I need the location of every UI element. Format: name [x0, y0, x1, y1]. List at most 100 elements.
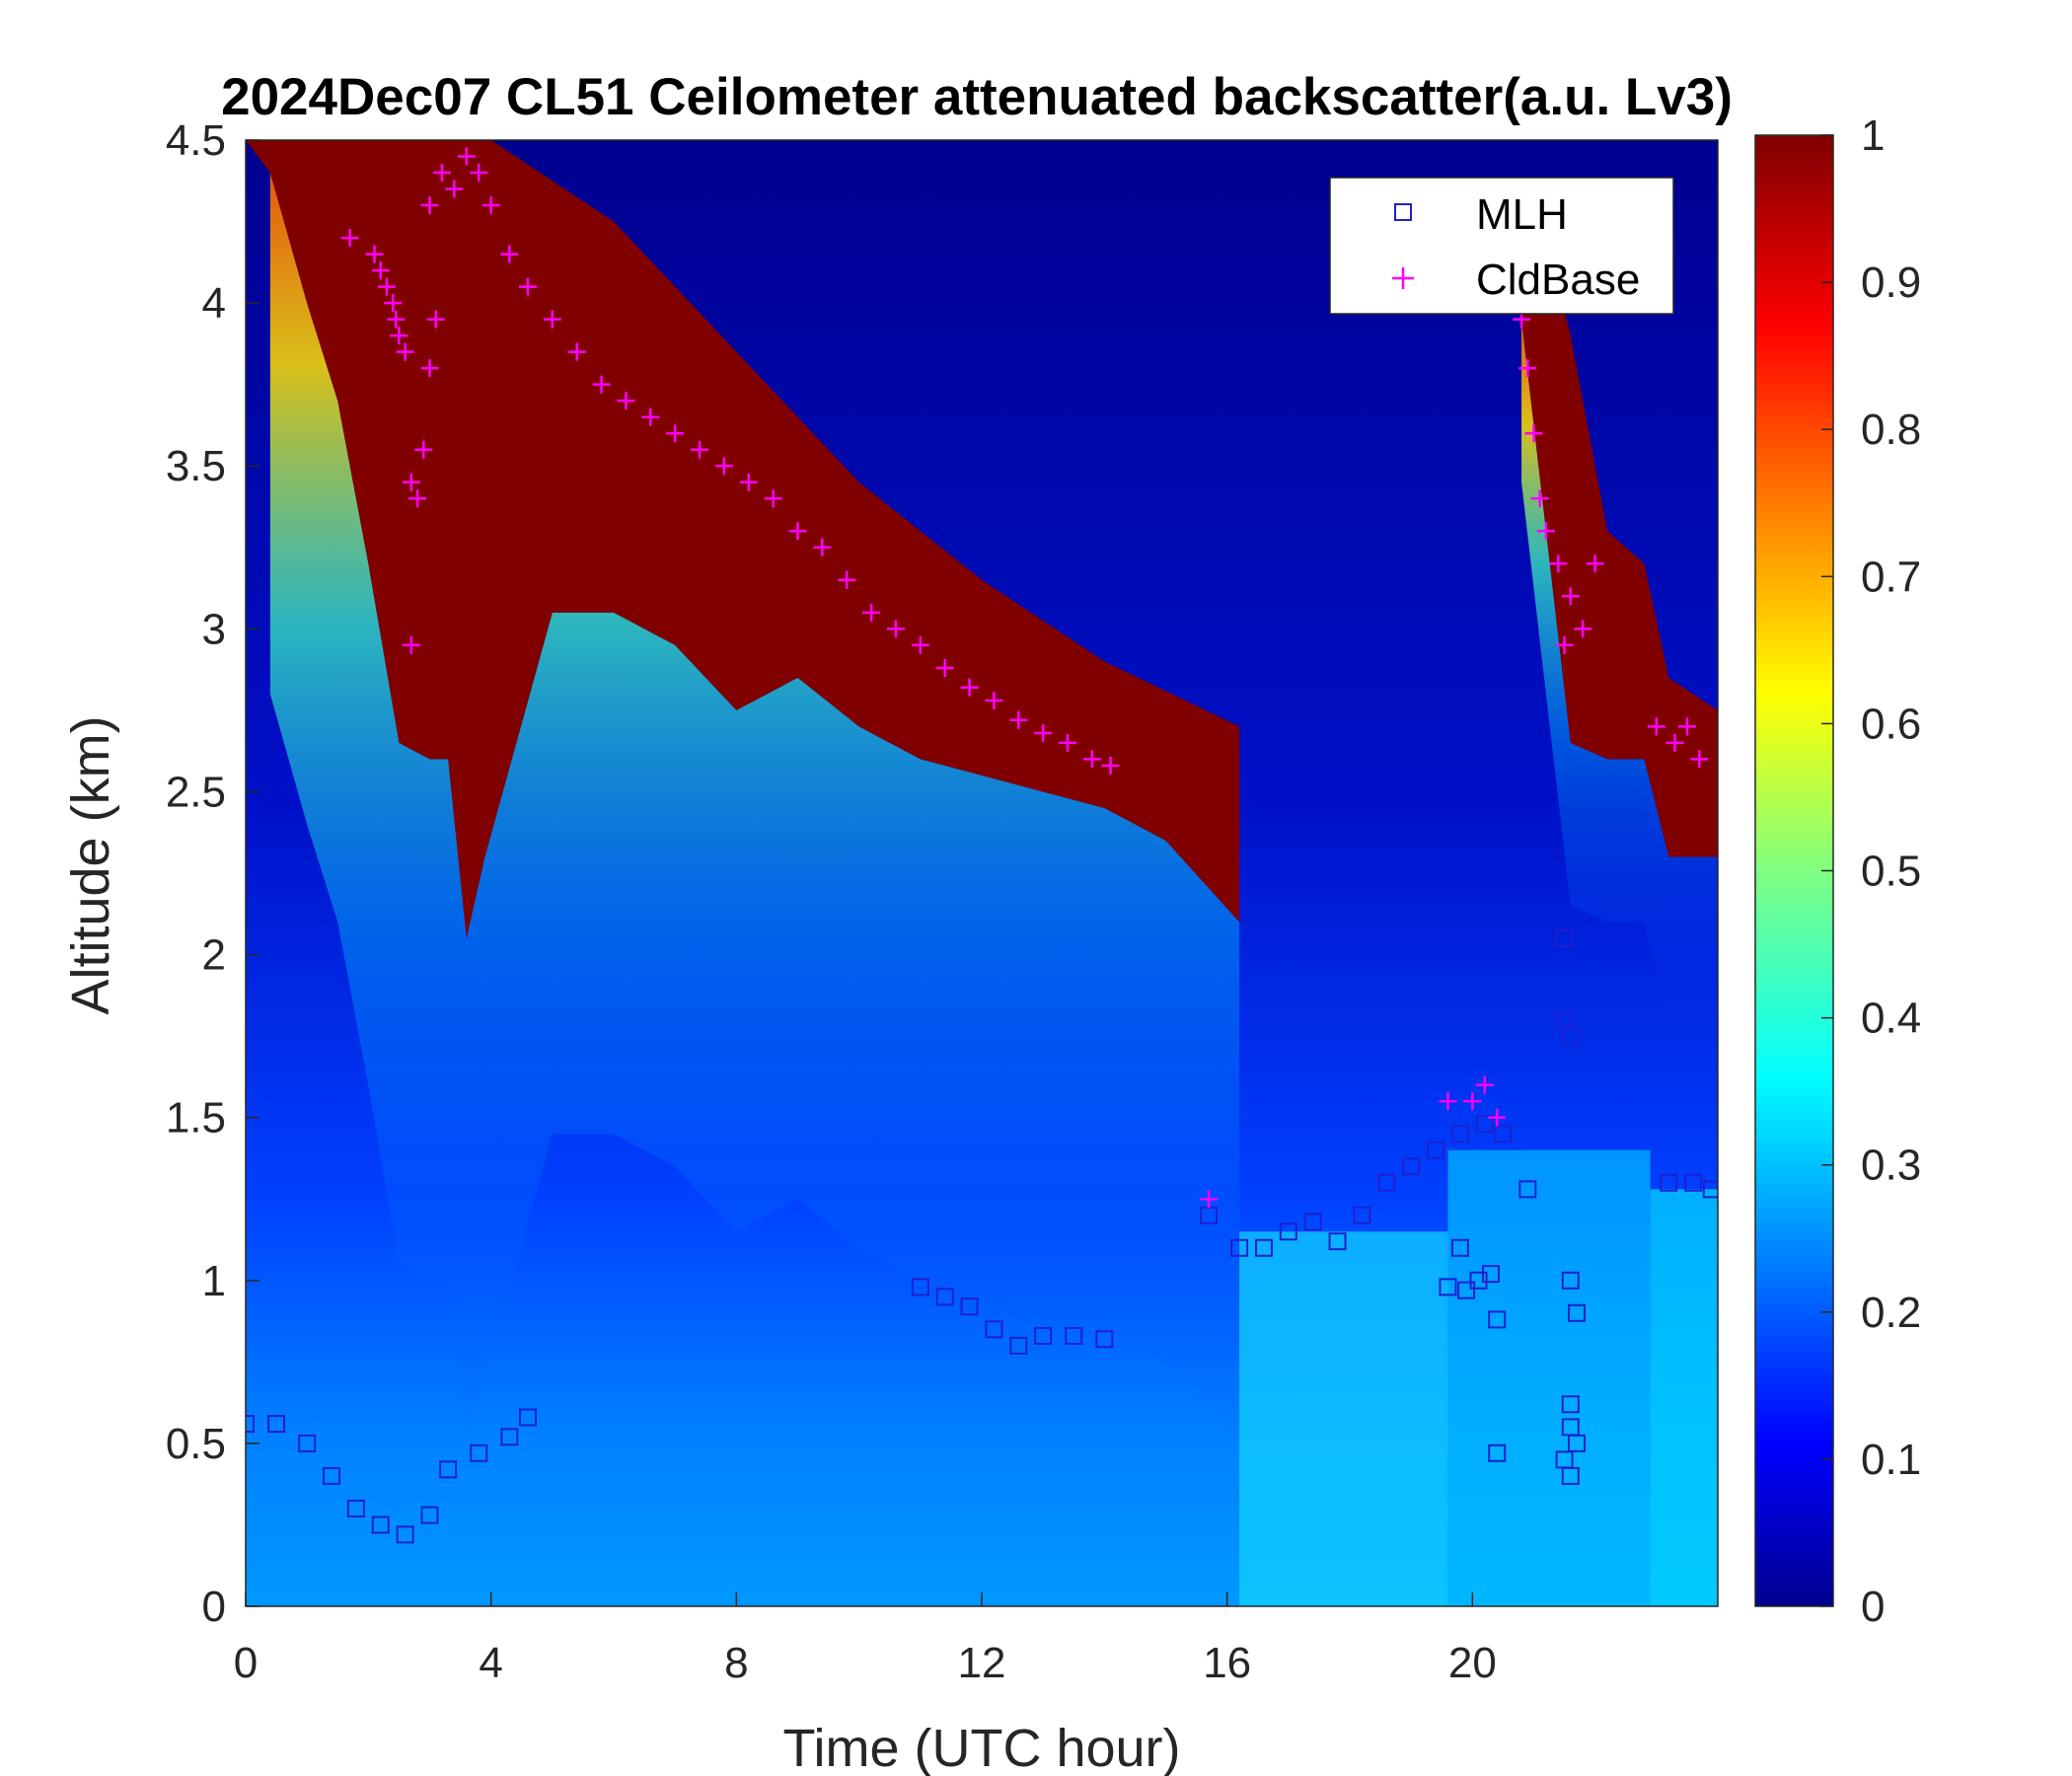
mlh-point: [500, 1428, 519, 1446]
mlh-point: [1561, 1395, 1580, 1414]
heatmap-boundary-layer: [1239, 1231, 1448, 1606]
cldbase-point: [1059, 733, 1077, 752]
cldbase-point: [1518, 359, 1537, 378]
cldbase-point: [387, 310, 406, 329]
cldbase-point: [1574, 620, 1592, 638]
mlh-point: [911, 1278, 929, 1296]
colorbar-tick-label: 0.8: [1861, 406, 1921, 454]
heatmap-boundary-layer: [1447, 1149, 1651, 1606]
mlh-point: [1450, 1125, 1469, 1144]
heatmap-layers: [246, 140, 1718, 1606]
cldbase-point: [518, 277, 537, 296]
chart-title: 2024Dec07 CL51 Ceilometer attenuated bac…: [221, 68, 1733, 126]
mlh-point: [371, 1516, 390, 1534]
cldbase-point: [1586, 555, 1604, 573]
mlh-point: [1450, 1238, 1469, 1257]
mlh-point: [1561, 1271, 1580, 1290]
mlh-point: [1009, 1336, 1028, 1355]
x-axis: 0 4 8 12 16 20: [234, 1592, 1497, 1687]
cldbase-point: [666, 424, 685, 443]
cldbase-point: [739, 473, 758, 491]
cldbase-point: [862, 603, 881, 622]
mlh-point: [1303, 1213, 1322, 1231]
cldbase-point: [1101, 757, 1120, 776]
mlh-point: [1254, 1238, 1273, 1257]
mlh-point: [396, 1525, 414, 1544]
cldbase-point: [714, 457, 733, 476]
y-tick-label: 3: [202, 605, 226, 653]
cldbase-point: [371, 261, 390, 280]
mlh-point: [1353, 1206, 1371, 1224]
cldbase-point: [838, 570, 856, 589]
mlh-point: [1095, 1330, 1114, 1349]
mlh-point: [470, 1443, 488, 1462]
colorbar-tick-label: 0.2: [1861, 1289, 1921, 1337]
mlh-point: [1065, 1326, 1083, 1345]
cldbase-point: [1488, 1108, 1507, 1127]
cldbase-point: [1549, 555, 1568, 573]
cldbase-point: [340, 229, 359, 248]
mlh-point: [267, 1415, 286, 1434]
mlh-point: [246, 1415, 255, 1434]
series-cldbase-marks: [340, 147, 1709, 1209]
cldbase-point: [420, 359, 439, 378]
legend-mlh-marker: [1394, 203, 1412, 221]
x-axis-label: Time (UTC hour): [782, 1719, 1180, 1776]
cldbase-point: [691, 440, 709, 459]
cldbase-point: [1463, 1092, 1482, 1111]
colorbar-tick-label: 0.4: [1861, 995, 1921, 1043]
cldbase-point: [1677, 717, 1696, 736]
cldbase-point: [500, 245, 519, 263]
colorbar-tick-label: 1: [1861, 111, 1885, 160]
cldbase-point: [1082, 750, 1101, 769]
legend-cldbase-label: CldBase: [1476, 256, 1640, 304]
cldbase-point: [543, 310, 561, 329]
cldbase-point: [935, 658, 954, 677]
cldbase-point: [414, 440, 433, 459]
cldbase-point: [886, 620, 905, 638]
mlh-point: [985, 1320, 1003, 1339]
y-tick-label: 1.5: [166, 1094, 226, 1143]
cldbase-point: [1536, 522, 1555, 541]
cldbase-point: [384, 294, 403, 313]
cldbase-point: [592, 375, 611, 394]
mlh-point: [1568, 1303, 1587, 1322]
mlh-point: [420, 1506, 439, 1524]
colorbar-tick-label: 0.3: [1861, 1142, 1921, 1190]
legend-box: [1329, 177, 1674, 315]
cldbase-point: [813, 538, 832, 556]
mlh-point: [1475, 1115, 1494, 1134]
heatmap-cloud-late: [1521, 205, 1718, 857]
cldbase-point: [470, 164, 488, 183]
mlh-point: [935, 1288, 954, 1306]
y-tick-label: 1: [202, 1257, 226, 1305]
cldbase-point: [408, 489, 427, 508]
mlh-point: [1660, 1173, 1678, 1192]
mlh-point: [1402, 1157, 1421, 1176]
mlh-point: [346, 1499, 365, 1517]
cldbase-point: [481, 196, 500, 215]
heatmap-cloud-late-fade: [1521, 319, 1718, 1020]
y-tick-label: 3.5: [166, 442, 226, 490]
x-tick-label: 20: [1448, 1639, 1497, 1687]
y-axis: 0 0.5 1 1.5 2 2.5 3 3.5 4 4.5: [166, 116, 259, 1631]
colorbar-tick-label: 0.1: [1861, 1436, 1921, 1484]
cldbase-point: [420, 196, 439, 215]
mlh-point: [1568, 1434, 1587, 1452]
cldbase-point: [402, 635, 420, 654]
y-tick-label: 0.5: [166, 1420, 226, 1468]
heatmap-cloud-upper-fade: [269, 173, 1240, 1460]
mlh-point: [439, 1460, 458, 1479]
mlh-point: [298, 1434, 317, 1452]
x-tick-label: 8: [724, 1639, 748, 1687]
mlh-point: [1488, 1310, 1507, 1329]
y-tick-label: 4: [202, 279, 226, 328]
x-tick-label: 0: [234, 1639, 258, 1687]
cldbase-point: [641, 407, 660, 426]
mlh-point: [1469, 1271, 1488, 1290]
series-mlh-marks: [246, 929, 1718, 1544]
cldbase-point: [567, 342, 586, 361]
colorbar-ticks: 0 0.1 0.2 0.3 0.4 0.5 0.6 0.7 0.8 0.9 1: [1821, 111, 1921, 1631]
cldbase-point: [402, 473, 420, 491]
cldbase-point: [377, 277, 396, 296]
